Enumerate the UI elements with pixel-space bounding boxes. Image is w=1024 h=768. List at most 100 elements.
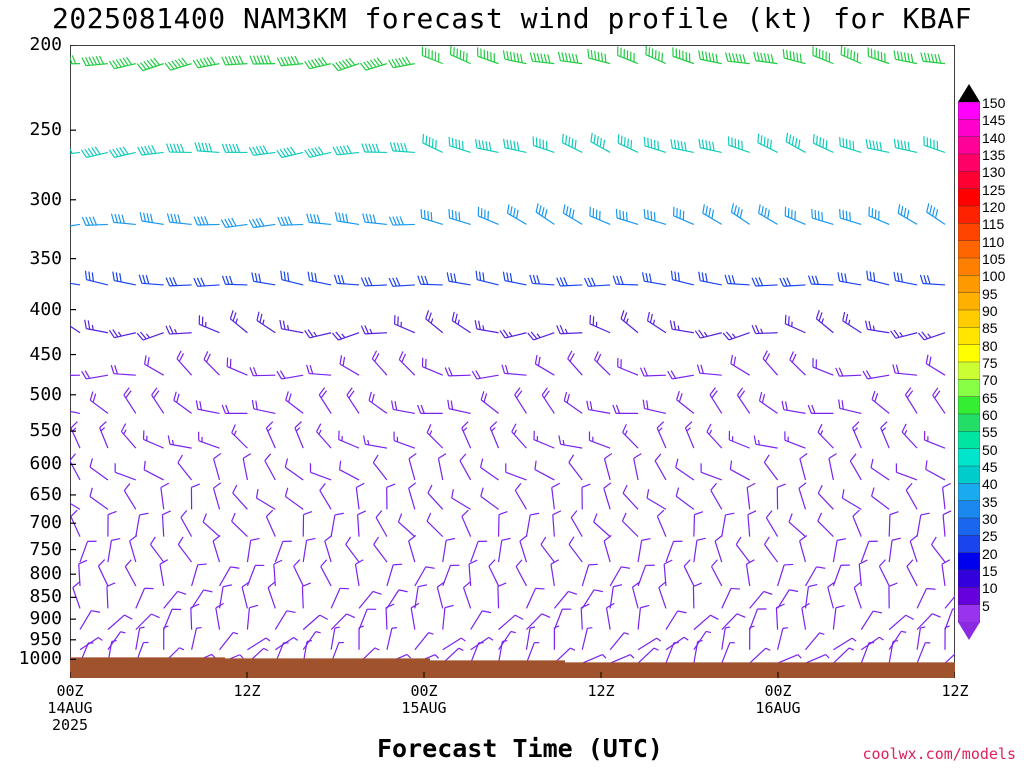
wind-barb (346, 387, 360, 414)
wind-barb (815, 310, 834, 334)
wind-barb (637, 637, 662, 651)
wind-barb (446, 272, 471, 286)
wind-barb (620, 310, 639, 334)
wind-barb (871, 487, 890, 510)
wind-barb (437, 453, 447, 481)
wind-barb (151, 387, 165, 414)
wind-barb (529, 274, 555, 286)
wind-barb (221, 55, 248, 66)
colorbar-label: 130 (982, 164, 1006, 181)
wind-barb (753, 51, 778, 65)
wind-barb (110, 364, 136, 376)
colorbar-swatch (958, 431, 980, 450)
wind-barb (309, 463, 332, 481)
wind-barb (867, 47, 890, 65)
wind-barb (388, 277, 415, 287)
wind-barb (777, 654, 802, 664)
wind-barb (408, 482, 417, 510)
wind-barb (622, 424, 639, 449)
wind-barb (553, 625, 560, 650)
wind-profile-plot (70, 45, 955, 678)
colorbar-label: 110 (982, 233, 1005, 250)
wind-barb (213, 452, 222, 481)
wind-barb (436, 581, 446, 609)
wind-barb (123, 483, 137, 510)
wind-barb (567, 350, 583, 376)
wind-barb (414, 632, 434, 651)
colorbar-label: 55 (982, 424, 998, 441)
wind-barb (302, 510, 313, 537)
wind-barb (693, 614, 719, 631)
wind-barb (721, 613, 746, 631)
wind-barb (758, 391, 778, 414)
wind-barb (747, 510, 757, 537)
wind-barb (301, 582, 311, 609)
colorbar-label: 95 (982, 285, 998, 302)
wind-barb (280, 270, 304, 286)
wind-barb (667, 370, 694, 380)
wind-barb (525, 642, 540, 664)
wind-barb (220, 217, 248, 229)
wind-barb (108, 146, 136, 158)
wind-barb (893, 50, 918, 65)
wind-barb (414, 566, 435, 587)
wind-barb (136, 57, 164, 72)
wind-barb (812, 134, 834, 153)
wind-barb (777, 589, 799, 609)
colorbar-label: 115 (982, 216, 1005, 233)
wind-barb (788, 513, 806, 538)
x-tick-text: 00Z (56, 682, 84, 700)
wind-barb (470, 642, 484, 664)
colorbar-swatch (958, 101, 980, 121)
wind-barb (265, 421, 276, 449)
wind-barb (919, 274, 946, 286)
wind-barb (89, 487, 109, 510)
colorbar-swatch (958, 396, 980, 415)
wind-barb (646, 489, 667, 510)
wind-barb (710, 482, 723, 510)
wind-barb (410, 602, 420, 630)
wind-barb (426, 424, 444, 449)
wind-barb (221, 404, 248, 415)
colorbar-label: 75 (982, 355, 998, 371)
wind-barb (804, 583, 818, 609)
wind-barb (339, 355, 360, 376)
wind-barb (909, 535, 918, 563)
wind-barb (568, 536, 583, 563)
y-tick-label: 800 (29, 563, 62, 585)
wind-barb (114, 463, 137, 481)
wind-barb (425, 310, 444, 334)
wind-barb (397, 513, 416, 538)
wind-barb (556, 325, 583, 335)
plot-frame (70, 45, 955, 678)
colorbar-label: 145 (982, 112, 1006, 129)
wind-barb (330, 587, 350, 609)
wind-barb (727, 136, 750, 153)
wind-barb (191, 589, 213, 609)
wind-barb (729, 460, 750, 481)
wind-barb (215, 602, 224, 630)
wind-barb (895, 463, 918, 481)
wind-barb (108, 56, 136, 70)
wind-barb (475, 270, 499, 286)
wind-barb (558, 435, 583, 449)
wind-barb (540, 536, 555, 563)
ground-surface (70, 657, 955, 678)
wind-barb (79, 610, 101, 630)
wind-barb (817, 484, 834, 510)
wind-barb (944, 653, 955, 664)
wind-barb (193, 216, 220, 226)
wind-barb (675, 487, 695, 510)
y-tick-label: 400 (29, 298, 62, 320)
wind-barb (70, 509, 81, 537)
wind-barb (276, 146, 304, 159)
wind-barb (231, 424, 248, 449)
wind-barb (84, 319, 109, 334)
wind-barb (589, 314, 611, 334)
wind-barb (839, 208, 862, 225)
colorbar-swatch (958, 309, 980, 329)
wind-barb (358, 590, 382, 609)
wind-barb (656, 509, 667, 537)
wind-barb (835, 367, 862, 377)
wind-barb (294, 421, 304, 449)
